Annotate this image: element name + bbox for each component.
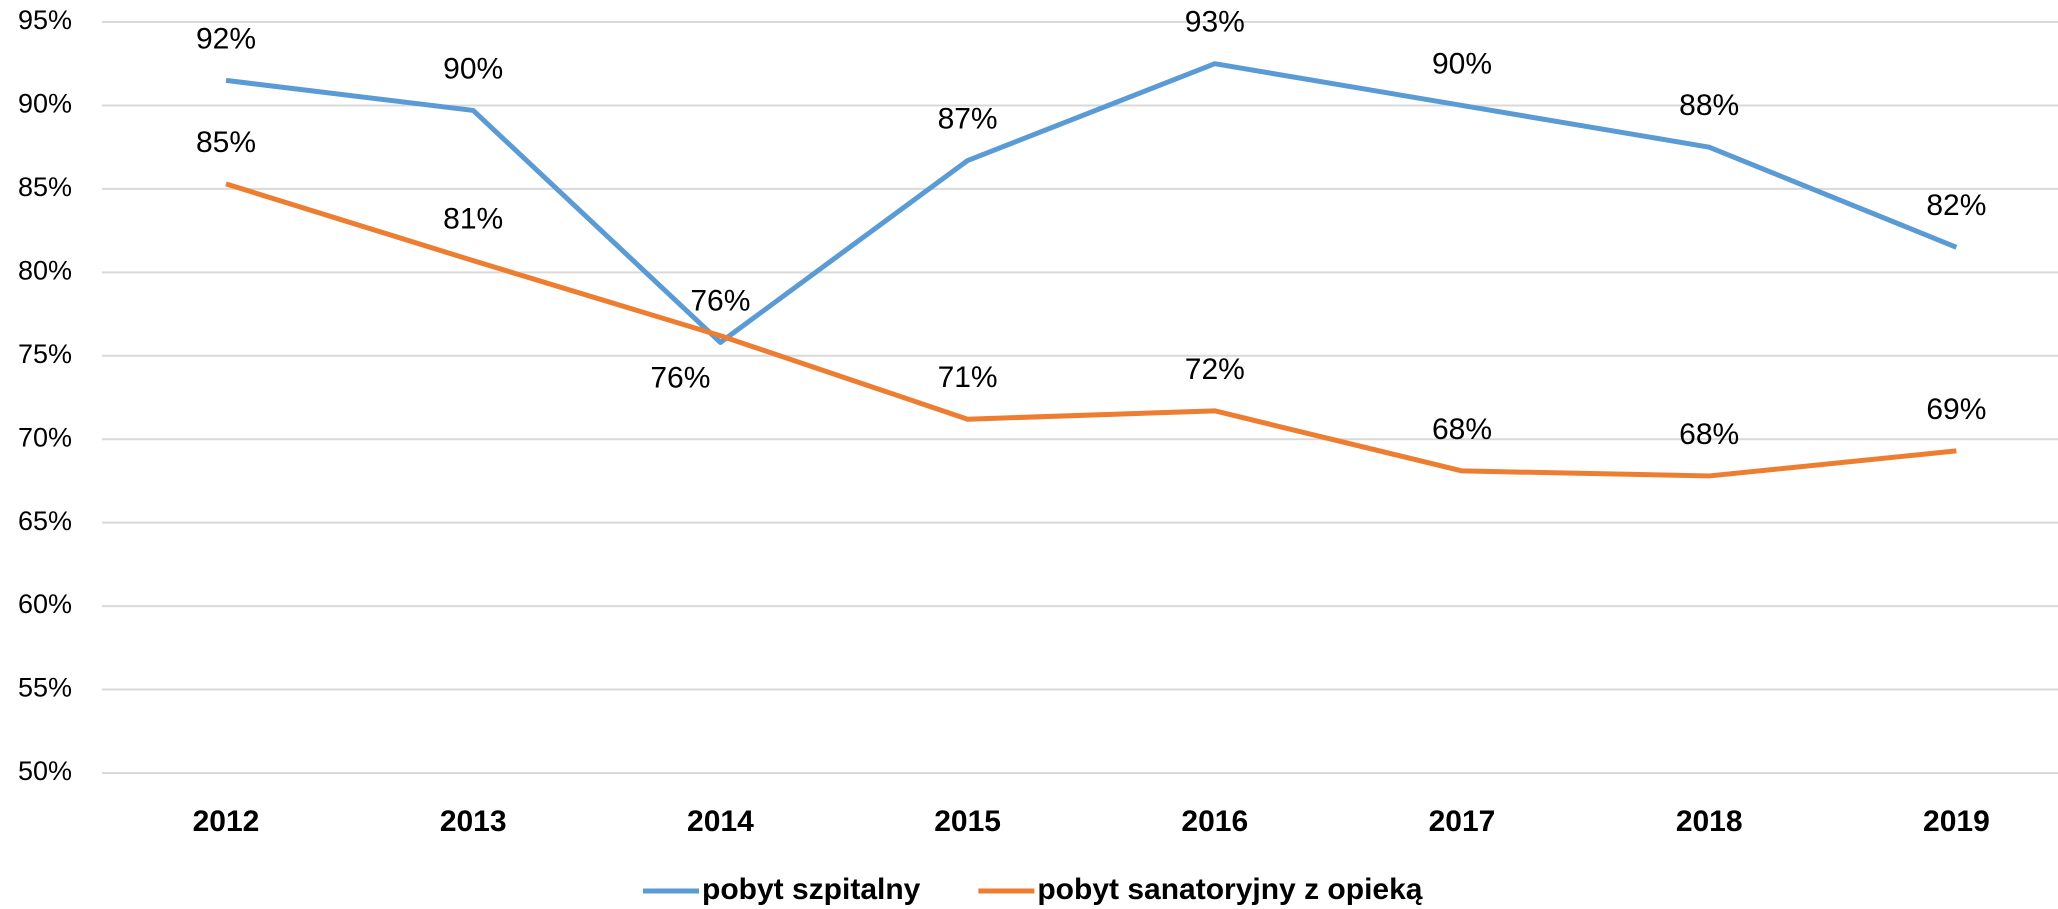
data-label: 71% <box>938 361 998 394</box>
data-label: 82% <box>1926 189 1986 222</box>
y-tick-label: 95% <box>18 5 72 35</box>
x-tick-label: 2014 <box>687 805 754 838</box>
y-tick-label: 80% <box>18 255 72 285</box>
x-tick-label: 2016 <box>1181 805 1248 838</box>
y-tick-label: 65% <box>18 506 72 536</box>
series-line <box>225 61 1958 345</box>
y-tick-label: 90% <box>18 89 72 119</box>
y-tick-label: 75% <box>18 339 72 369</box>
y-tick-label: 55% <box>18 673 72 703</box>
legend-label: pobyt szpitalny <box>702 873 921 906</box>
data-label: 68% <box>1679 418 1739 451</box>
data-label: 81% <box>443 203 503 236</box>
series-line <box>225 181 1957 479</box>
data-label: 93% <box>1185 6 1245 39</box>
y-tick-label: 70% <box>18 422 72 452</box>
x-tick-label: 2018 <box>1676 805 1743 838</box>
x-tick-label: 2017 <box>1429 805 1496 838</box>
data-label: 76% <box>690 284 750 317</box>
data-label: 88% <box>1679 89 1739 122</box>
y-tick-label: 85% <box>18 172 72 202</box>
y-tick-label: 60% <box>18 589 72 619</box>
data-label: 85% <box>196 126 256 159</box>
y-tick-label: 50% <box>18 756 72 786</box>
data-label: 69% <box>1926 393 1986 426</box>
data-label: 68% <box>1432 413 1492 446</box>
x-tick-label: 2012 <box>193 805 260 838</box>
x-tick-label: 2013 <box>440 805 507 838</box>
data-label: 90% <box>1432 47 1492 80</box>
legend-label: pobyt sanatoryjny z opieką <box>1037 873 1422 906</box>
data-label: 90% <box>443 52 503 85</box>
x-tick-label: 2015 <box>934 805 1001 838</box>
data-label: 72% <box>1185 353 1245 386</box>
x-tick-label: 2019 <box>1923 805 1990 838</box>
data-label: 87% <box>938 102 998 135</box>
data-label: 92% <box>196 22 256 55</box>
data-label: 76% <box>650 362 710 395</box>
